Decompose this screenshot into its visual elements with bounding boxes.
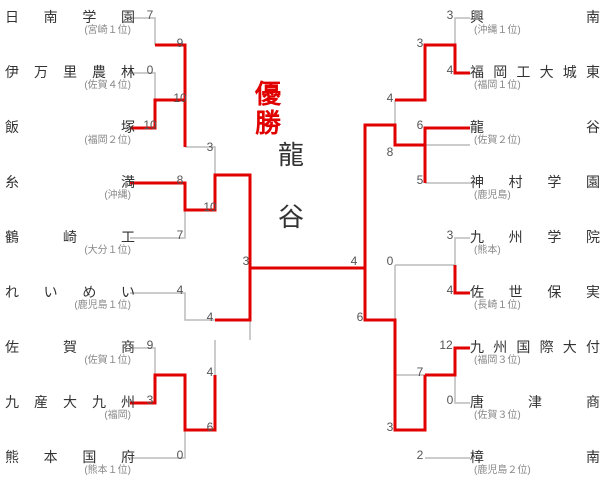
team-sub: (沖縄１位)	[470, 26, 600, 36]
left-team-6: 佐賀商 (佐賀１位)	[5, 340, 135, 366]
left-team-7: 九産大九州 (福岡)	[5, 395, 135, 421]
score-23: 12	[436, 338, 456, 352]
team-name: 九州学院	[470, 230, 600, 244]
score-21: 3	[440, 228, 460, 242]
team-sub: (鹿児島２位)	[470, 466, 600, 476]
team-sub: (大分１位)	[5, 246, 135, 256]
score-18: 4	[440, 63, 460, 77]
left-team-5: れいめい (鹿児島１位)	[5, 285, 135, 311]
score-14: 4	[200, 365, 220, 379]
right-team-4: 九州学院 (熊本)	[470, 230, 600, 256]
score-3: 8	[170, 173, 190, 187]
team-sub: (福岡)	[5, 411, 135, 421]
team-sub: (長崎１位)	[470, 301, 600, 311]
score-31: 3	[380, 420, 400, 434]
score-32: 6	[350, 310, 370, 324]
score-22: 4	[440, 283, 460, 297]
score-20: 5	[410, 173, 430, 187]
score-7: 3	[140, 393, 160, 407]
left-team-0: 日南学園 (宮崎１位)	[5, 10, 135, 36]
team-sub: (宮崎１位)	[5, 26, 135, 36]
score-27: 4	[380, 91, 400, 105]
team-name: 鶴崎工	[5, 230, 135, 244]
team-name: 熊本国府	[5, 450, 135, 464]
team-name: 唐津商	[470, 395, 600, 409]
right-team-3: 神村学園 (鹿児島)	[470, 175, 600, 201]
team-name: 福岡工大城東	[470, 65, 600, 79]
team-name: 九産大九州	[5, 395, 135, 409]
team-sub: (福岡３位)	[470, 356, 600, 366]
score-33: 4	[344, 254, 364, 268]
score-24: 0	[440, 393, 460, 407]
right-team-7: 唐津商 (佐賀３位)	[470, 395, 600, 421]
score-5: 4	[170, 283, 190, 297]
left-team-8: 熊本国府 (熊本１位)	[5, 450, 135, 476]
score-13: 4	[200, 310, 220, 324]
score-17: 3	[440, 8, 460, 22]
team-sub: (熊本)	[470, 246, 600, 256]
team-sub: (福岡２位)	[5, 136, 135, 146]
team-sub: (佐賀２位)	[470, 136, 600, 146]
right-team-0: 興南 (沖縄１位)	[470, 10, 600, 36]
score-2: 10	[140, 118, 160, 132]
right-team-2: 龍谷 (佐賀２位)	[470, 120, 600, 146]
score-16: 3	[236, 254, 256, 268]
team-sub: (鹿児島１位)	[5, 301, 135, 311]
score-25: 2	[410, 448, 430, 462]
left-team-4: 鶴崎工 (大分１位)	[5, 230, 135, 256]
team-name: 飯塚	[5, 120, 135, 134]
right-team-8: 樟南 (鹿児島２位)	[470, 450, 600, 476]
team-sub: (佐賀１位)	[5, 356, 135, 366]
team-sub: (鹿児島)	[470, 191, 600, 201]
team-name: 糸満	[5, 175, 135, 189]
score-19: 6	[410, 118, 430, 132]
team-name: 興南	[470, 10, 600, 24]
left-team-3: 糸満 (沖縄)	[5, 175, 135, 201]
score-28: 8	[380, 145, 400, 159]
team-name: 日南学園	[5, 10, 135, 24]
right-team-6: 九州国際大付 (福岡３位)	[470, 340, 600, 366]
team-sub: (福岡１位)	[470, 81, 600, 91]
score-8: 0	[170, 448, 190, 462]
right-team-5: 佐世保実 (長崎１位)	[470, 285, 600, 311]
team-sub: (熊本１位)	[5, 466, 135, 476]
team-name: 九州国際大付	[470, 340, 600, 354]
tournament-bracket: 優勝 龍谷 日南学園(宮崎１位)伊万里農林(佐賀４位)飯塚(福岡２位)糸満(沖縄…	[0, 0, 600, 500]
score-15: 6	[200, 420, 220, 434]
score-9: 9	[170, 36, 190, 50]
team-name: 佐賀商	[5, 340, 135, 354]
score-30: 7	[410, 365, 430, 379]
score-26: 3	[410, 36, 430, 50]
team-name: れいめい	[5, 285, 135, 299]
score-0: 7	[140, 8, 160, 22]
left-team-1: 伊万里農林 (佐賀４位)	[5, 65, 135, 91]
score-1: 0	[140, 63, 160, 77]
team-name: 龍谷	[470, 120, 600, 134]
team-name: 伊万里農林	[5, 65, 135, 79]
team-sub: (沖縄)	[5, 191, 135, 201]
score-4: 7	[170, 228, 190, 242]
score-6: 9	[140, 338, 160, 352]
score-11: 3	[200, 140, 220, 154]
left-team-2: 飯塚 (福岡２位)	[5, 120, 135, 146]
team-name: 佐世保実	[470, 285, 600, 299]
team-sub: (佐賀４位)	[5, 81, 135, 91]
team-name: 神村学園	[470, 175, 600, 189]
score-10: 10	[170, 91, 190, 105]
team-sub: (佐賀３位)	[470, 411, 600, 421]
team-name: 樟南	[470, 450, 600, 464]
right-team-1: 福岡工大城東 (福岡１位)	[470, 65, 600, 91]
score-29: 0	[380, 254, 400, 268]
score-12: 10	[200, 200, 220, 214]
